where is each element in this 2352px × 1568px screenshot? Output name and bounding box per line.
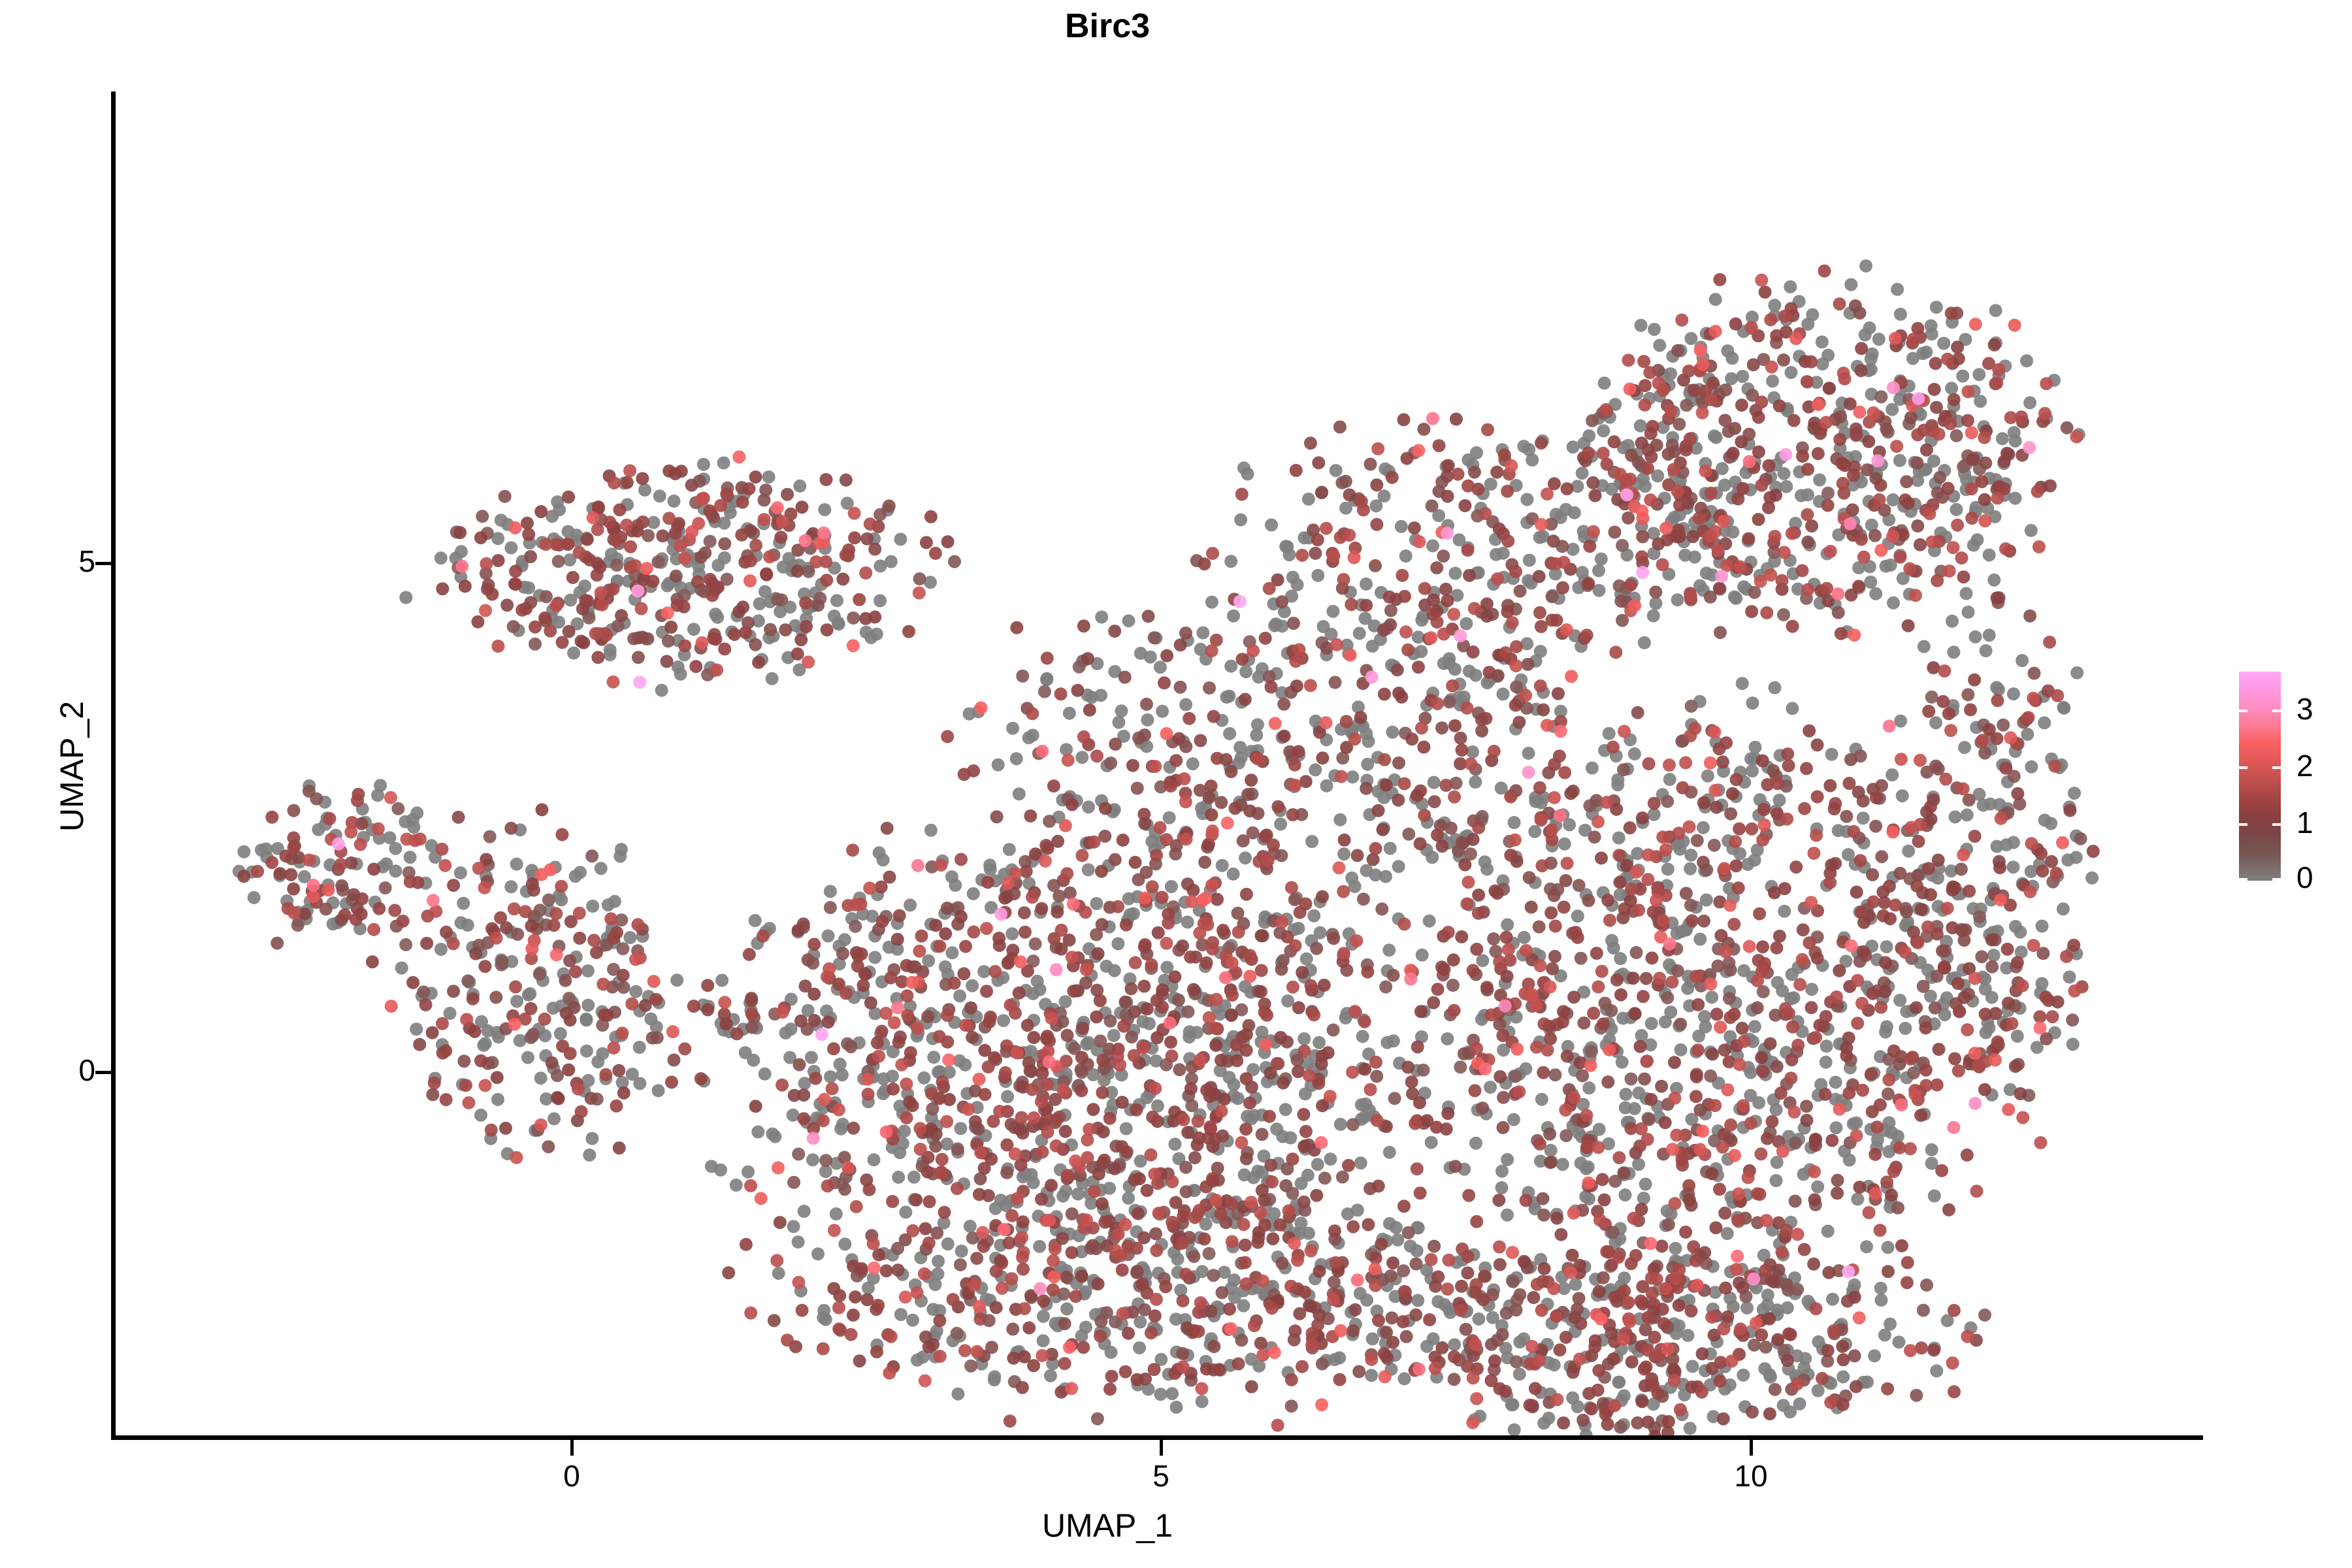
y-tick-label-5: 5 <box>78 544 95 578</box>
colorbar-tick-0-left <box>2239 878 2247 881</box>
scatter-points <box>232 259 2100 1436</box>
colorbar-tick-0-right <box>2272 878 2281 881</box>
x-tick-mark-5 <box>1160 1440 1163 1456</box>
x-axis-line <box>111 1435 2203 1440</box>
colorbar-tick-2-left <box>2239 766 2247 769</box>
y-tick-mark-5 <box>95 562 111 565</box>
legend-colorbar: 3 2 1 0 <box>2239 672 2337 892</box>
x-tick-label-5: 5 <box>1152 1459 1169 1493</box>
colorbar-tick-1-left <box>2239 823 2247 826</box>
colorbar-tick-1-right <box>2272 823 2281 826</box>
colorbar-label-1: 1 <box>2296 806 2313 840</box>
x-tick-mark-0 <box>570 1440 574 1456</box>
x-tick-label-0: 0 <box>563 1459 580 1493</box>
y-tick-mark-0 <box>95 1071 111 1074</box>
page-title: Birc3 <box>1064 7 1151 45</box>
colorbar-tick-3-right <box>2272 710 2281 712</box>
x-axis-title: UMAP_1 <box>1041 1507 1173 1544</box>
y-axis-title: UMAP_2 <box>54 700 90 832</box>
scatter-panel <box>115 91 2203 1436</box>
colorbar-tick-3-left <box>2239 710 2247 712</box>
colorbar-gradient <box>2239 672 2281 881</box>
colorbar-tick-2-right <box>2272 766 2281 769</box>
x-tick-label-10: 10 <box>1734 1459 1768 1493</box>
colorbar-label-3: 3 <box>2296 692 2313 726</box>
colorbar-label-0: 0 <box>2296 860 2313 894</box>
colorbar-label-2: 2 <box>2296 749 2313 783</box>
x-tick-mark-10 <box>1750 1440 1753 1456</box>
y-axis-line <box>111 91 116 1439</box>
y-tick-label-0: 0 <box>78 1053 95 1087</box>
